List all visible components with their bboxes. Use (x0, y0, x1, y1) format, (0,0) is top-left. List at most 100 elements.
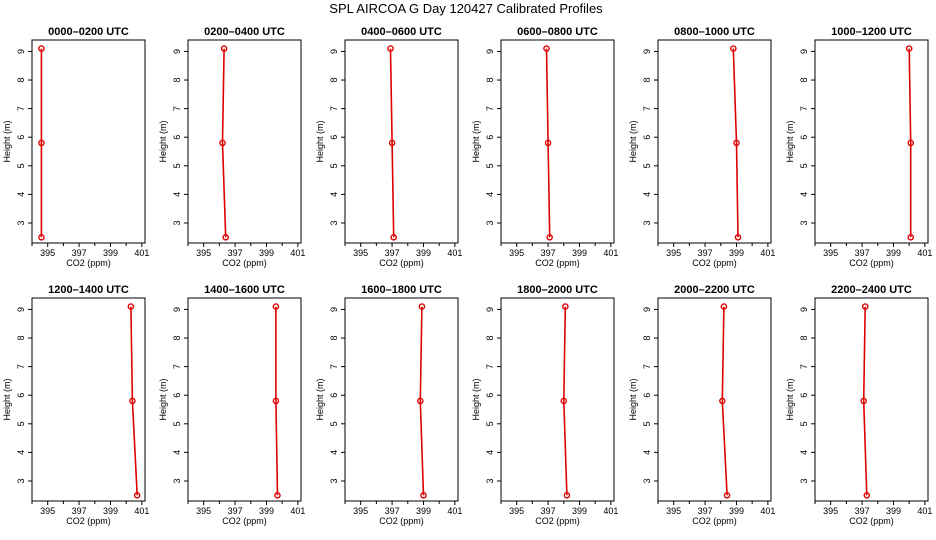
y-tick-label: 9 (485, 307, 495, 312)
profile-line (732, 48, 739, 238)
profile-point (387, 45, 394, 52)
profile-panel: 2200–2400 UTC 395 397 399 401 CO2 (ppm) 3 4 5 6 7 8… (785, 284, 932, 526)
profile-point (133, 491, 141, 499)
profile-point (546, 233, 553, 241)
x-tick-label: 395 (196, 248, 211, 258)
y-tick-label: 8 (329, 336, 339, 341)
y-axis-label: Height (m) (471, 378, 481, 420)
y-tick-label: 7 (799, 106, 809, 111)
panel-title: 1000–1200 UTC (831, 26, 912, 38)
x-tick-label: 397 (855, 248, 870, 258)
y-tick-label: 9 (172, 307, 182, 312)
y-tick-label: 5 (16, 163, 26, 168)
x-axis-label: CO2 (ppm) (535, 516, 580, 526)
y-tick-label: 9 (799, 307, 809, 312)
profile-panel: 1200–1400 UTC 395 397 399 401 CO2 (ppm) 3 4 5 6 7 8… (2, 284, 149, 526)
y-tick-label: 7 (642, 106, 652, 111)
y-tick-label: 3 (329, 220, 339, 225)
profile-point (220, 45, 228, 52)
plot-frame (500, 39, 615, 244)
profile-point (418, 303, 426, 310)
y-tick-label: 9 (329, 307, 339, 312)
y-tick-label: 3 (485, 478, 495, 483)
x-tick-label: 397 (698, 506, 713, 516)
x-tick-label: 395 (823, 248, 838, 258)
y-tick-label: 4 (642, 450, 652, 455)
x-tick-label: 401 (760, 248, 775, 258)
y-axis-label: Height (m) (2, 378, 12, 420)
x-tick-label: 397 (72, 248, 87, 258)
y-tick-label: 6 (16, 393, 26, 398)
y-tick-label: 8 (642, 336, 652, 341)
profile-point (544, 139, 552, 147)
x-axis-label: CO2 (ppm) (379, 258, 424, 268)
y-tick-label: 4 (16, 192, 26, 197)
y-axis-label: Height (m) (158, 378, 168, 420)
y-tick-label: 3 (16, 220, 26, 225)
x-tick-label: 401 (760, 506, 775, 516)
y-axis-label: Height (m) (471, 120, 481, 162)
y-tick-label: 7 (16, 364, 26, 369)
x-tick-label: 399 (103, 248, 118, 258)
y-tick-label: 3 (799, 220, 809, 225)
profile-panel: 0000–0200 UTC 395 397 399 401 CO2 (ppm) 3 4 5 6 7 8… (2, 26, 149, 268)
plot-frame (31, 39, 146, 244)
y-tick-label: 7 (485, 106, 495, 111)
x-tick-label: 399 (572, 506, 587, 516)
x-tick-label: 397 (855, 506, 870, 516)
profile-point (863, 491, 871, 499)
profile-point (390, 233, 397, 241)
y-tick-label: 3 (172, 478, 182, 483)
profile-line (545, 48, 551, 238)
y-tick-label: 4 (799, 450, 809, 455)
profile-point (420, 491, 427, 499)
y-tick-label: 8 (172, 336, 182, 341)
y-tick-label: 5 (16, 421, 26, 426)
x-tick-label: 397 (385, 506, 400, 516)
profile-line (862, 306, 868, 496)
y-tick-label: 6 (172, 135, 182, 140)
y-axis-label: Height (m) (628, 120, 638, 162)
profile-point (733, 139, 740, 147)
y-tick-label: 8 (799, 336, 809, 341)
y-tick-label: 3 (642, 478, 652, 483)
profile-panel: 0400–0600 UTC 395 397 399 401 CO2 (ppm) 3 4 5 6 7 8… (315, 26, 462, 268)
y-tick-label: 5 (485, 163, 495, 168)
x-axis-label: CO2 (ppm) (66, 258, 111, 268)
y-tick-label: 6 (485, 135, 495, 140)
y-tick-label: 4 (485, 192, 495, 197)
panel-title: 0200–0400 UTC (204, 26, 285, 38)
y-axis-label: Height (m) (315, 120, 325, 162)
y-tick-label: 4 (485, 450, 495, 455)
panel-title: 2000–2200 UTC (674, 284, 755, 296)
profile-panel: 0800–1000 UTC 395 397 399 401 CO2 (ppm) 3 4 5 6 7 8… (628, 26, 775, 268)
y-tick-label: 8 (799, 78, 809, 83)
y-tick-label: 6 (16, 135, 26, 140)
y-tick-label: 6 (642, 135, 652, 140)
x-tick-label: 399 (886, 506, 901, 516)
x-tick-label: 397 (385, 248, 400, 258)
x-tick-label: 395 (509, 248, 524, 258)
y-tick-label: 8 (485, 78, 495, 83)
y-tick-label: 5 (799, 421, 809, 426)
profile-line (221, 48, 227, 238)
profile-point (562, 303, 569, 310)
profile-line (562, 306, 568, 496)
profile-point (127, 303, 135, 310)
figure-title: SPL AIRCOA G Day 120427 Calibrated Profi… (329, 1, 603, 16)
x-tick-label: 399 (259, 506, 274, 516)
x-tick-label: 401 (917, 248, 932, 258)
y-tick-label: 3 (799, 478, 809, 483)
y-tick-label: 5 (642, 421, 652, 426)
y-tick-label: 8 (642, 78, 652, 83)
x-tick-label: 395 (40, 506, 55, 516)
x-tick-label: 401 (134, 506, 149, 516)
y-tick-label: 8 (172, 78, 182, 83)
profile-point (417, 397, 424, 405)
profile-point (907, 139, 915, 147)
y-tick-label: 5 (172, 421, 182, 426)
y-tick-label: 7 (642, 364, 652, 369)
plot-frame (187, 297, 302, 502)
y-tick-label: 4 (172, 450, 182, 455)
